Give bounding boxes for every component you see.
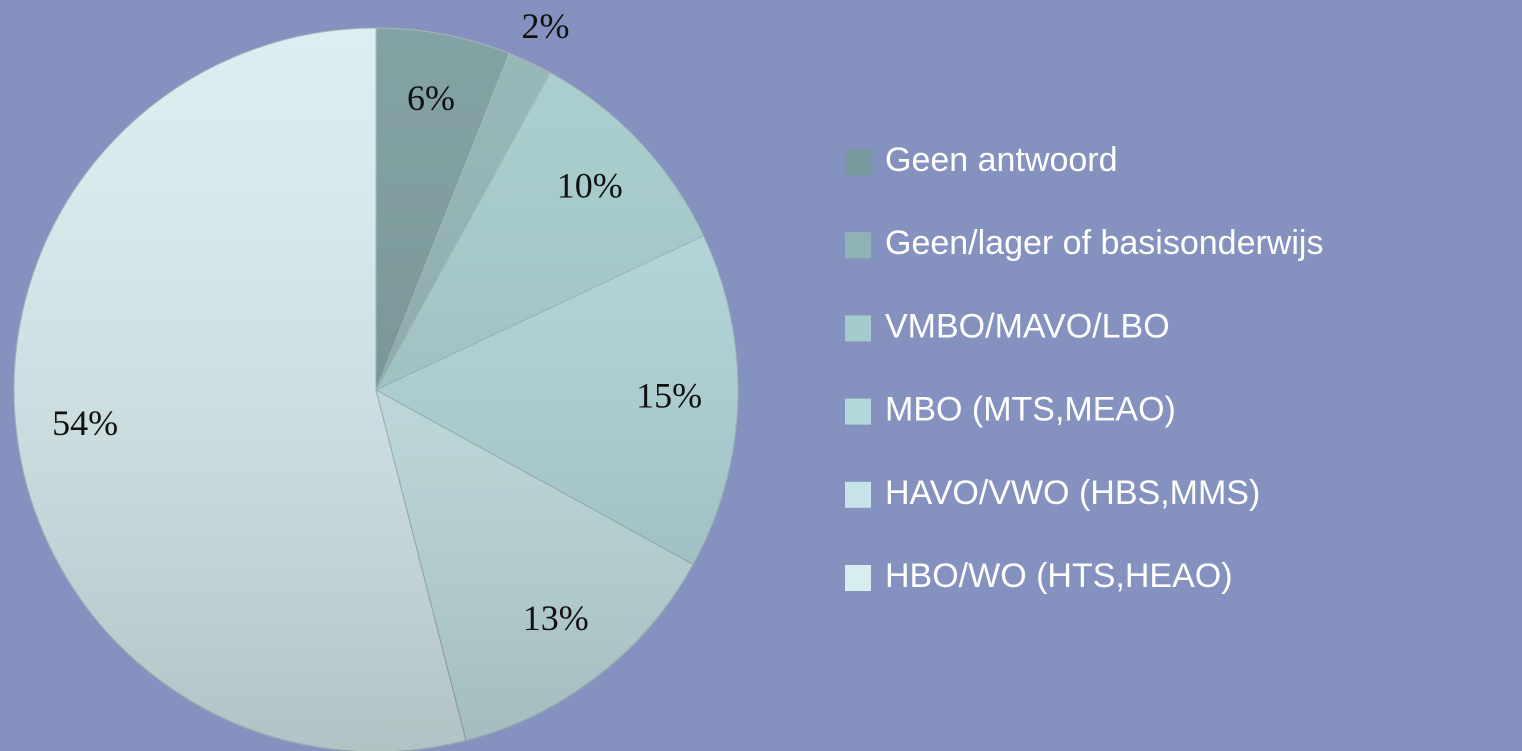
- legend-label: HAVO/VWO (HBS,MMS): [885, 474, 1260, 512]
- legend-swatch: [845, 315, 871, 342]
- data-label: 54%: [52, 403, 118, 443]
- legend-label: VMBO/MAVO/LBO: [885, 307, 1170, 345]
- data-label: 15%: [636, 375, 702, 415]
- data-labels: 6% 2% 10% 15% 13% 54%: [52, 6, 702, 638]
- legend-label: HBO/WO (HTS,HEAO): [885, 557, 1233, 595]
- legend-label: Geen antwoord: [885, 141, 1118, 179]
- legend: Geen antwoord Geen/lager of basisonderwij…: [845, 141, 1323, 595]
- legend-label: Geen/lager of basisonderwijs: [885, 224, 1323, 262]
- legend-swatch: [845, 565, 871, 591]
- data-label: 6%: [407, 78, 455, 118]
- data-label: 2%: [522, 6, 570, 46]
- legend-swatch: [845, 481, 871, 508]
- legend-swatch: [845, 398, 871, 425]
- legend-swatch: [845, 149, 871, 175]
- data-label: 10%: [557, 166, 623, 206]
- legend-label: MBO (MTS,MEAO): [885, 391, 1176, 429]
- pie: [13, 27, 739, 751]
- data-label: 13%: [523, 598, 589, 638]
- legend-swatch: [845, 232, 871, 259]
